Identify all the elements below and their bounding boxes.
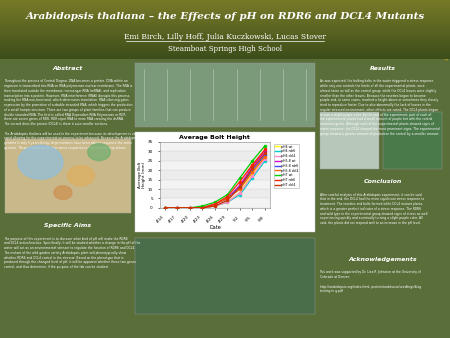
Bar: [135, 132, 315, 232]
Circle shape: [54, 186, 72, 199]
Text: The purpose of this experiment is to discover what kind of pH will make the RDR6: The purpose of this experiment is to dis…: [4, 237, 141, 269]
Text: Specific Aims: Specific Aims: [44, 223, 91, 228]
Text: Acknowledgements: Acknowledgements: [348, 257, 417, 262]
Circle shape: [88, 144, 110, 161]
Title: Average Bolt Height: Average Bolt Height: [180, 135, 250, 140]
Bar: [160, 151, 270, 161]
Text: Abstract: Abstract: [52, 66, 83, 71]
Text: Results: Results: [369, 66, 396, 71]
Text: Throughout the process of Central Dogma, DNA becomes a protein. DNA within an
or: Throughout the process of Central Dogma,…: [4, 79, 139, 150]
Bar: [135, 63, 315, 127]
Text: Steamboat Springs High School: Steamboat Springs High School: [168, 45, 282, 52]
Text: Conclusion: Conclusion: [363, 179, 402, 184]
Bar: [320, 112, 379, 169]
Y-axis label: Average Bolt
Height (mm): Average Bolt Height (mm): [138, 162, 146, 188]
Bar: [160, 142, 270, 151]
Legend: pH4 wt, pH4 rdr6, pH4 dcl4, pH5.8 wt, pH5.8 rdr6, pH5.8 dcl4, pH7 wt, pH7 rdr6, : pH4 wt, pH4 rdr6, pH4 dcl4, pH5.8 wt, pH…: [274, 144, 299, 188]
Bar: [160, 198, 270, 208]
Text: Arabidopsis thaliana – the Effects of pH on RDR6 and DCL4 Mutants: Arabidopsis thaliana – the Effects of pH…: [25, 12, 425, 21]
Bar: [135, 238, 315, 314]
Bar: [160, 170, 270, 179]
Text: After careful analysis of this Arabidopsis experiment, it can be said
that in th: After careful analysis of this Arabidops…: [320, 193, 428, 225]
Circle shape: [68, 166, 94, 186]
Circle shape: [18, 145, 63, 179]
Bar: [383, 112, 442, 169]
Bar: [160, 179, 270, 189]
Text: As was expected, the bolting bolts in the water triggered a stress response
whil: As was expected, the bolting bolts in th…: [320, 79, 440, 136]
X-axis label: Date: Date: [209, 225, 221, 231]
Bar: [160, 189, 270, 198]
Bar: [160, 161, 270, 170]
Text: This work was supported by Dr. Lisa R. Johnston at the University of
Colorado at: This work was supported by Dr. Lisa R. J…: [320, 270, 421, 293]
Text: Emi Birch, Lilly Hoff, Julia Kuczkowski, Lucas Stover: Emi Birch, Lilly Hoff, Julia Kuczkowski,…: [124, 33, 326, 41]
Bar: [4, 139, 130, 213]
